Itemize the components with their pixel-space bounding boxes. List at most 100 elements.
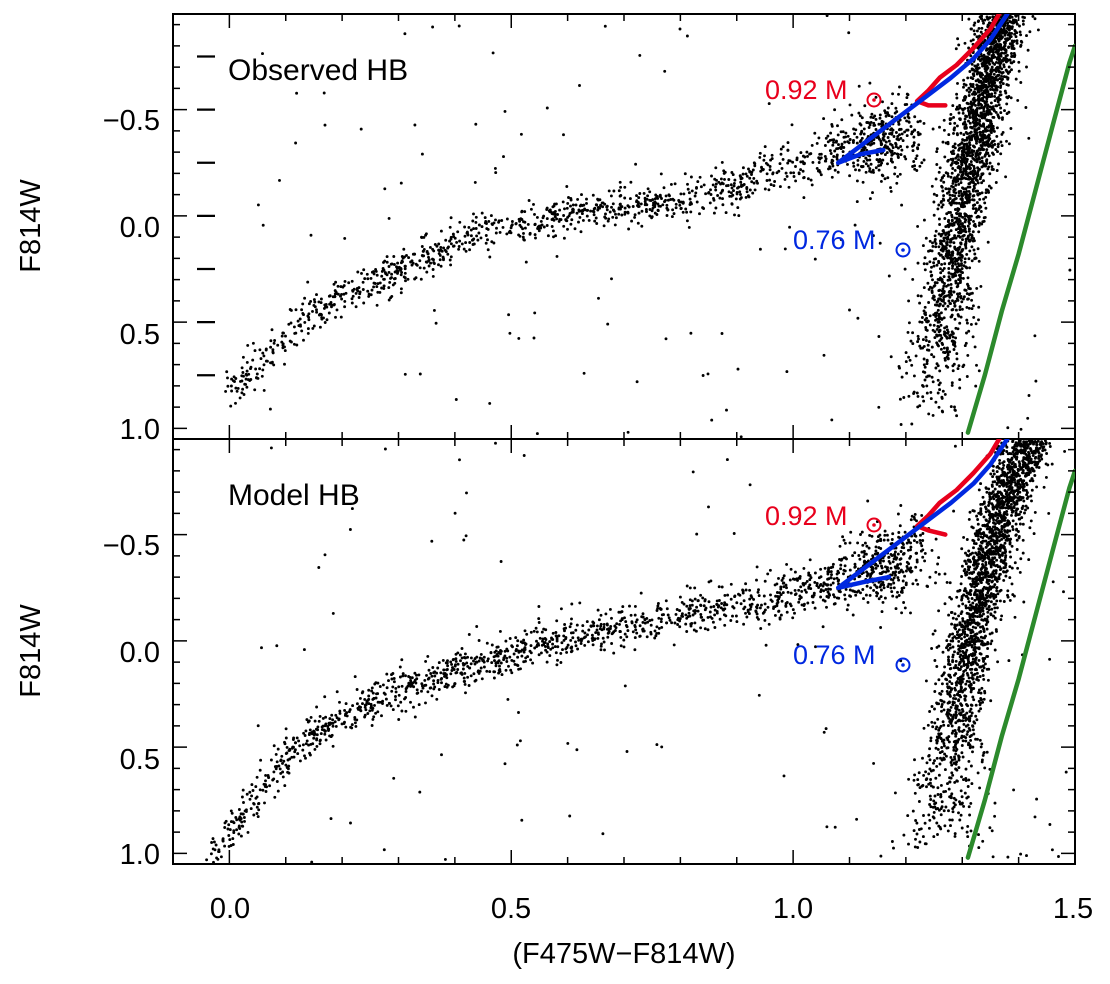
star-point — [599, 644, 603, 648]
star-point — [979, 15, 983, 19]
star-point — [893, 166, 897, 169]
star-point — [234, 401, 237, 405]
star-point — [305, 718, 309, 722]
star-point — [905, 134, 909, 138]
star-point — [994, 50, 998, 54]
star-point — [403, 271, 407, 275]
star-point — [640, 209, 644, 213]
star-point — [398, 675, 402, 679]
star-point — [877, 405, 881, 409]
star-point — [842, 568, 846, 572]
star-point — [587, 218, 591, 222]
star-point — [823, 599, 827, 603]
star-point — [404, 709, 408, 713]
star-point — [270, 361, 274, 365]
star-point — [315, 705, 319, 709]
star-point — [576, 647, 580, 651]
star-point — [940, 184, 944, 188]
star-point — [1003, 40, 1007, 44]
star-point — [301, 311, 305, 315]
star-point — [524, 260, 528, 264]
star-point — [301, 743, 305, 747]
star-point — [246, 343, 250, 347]
star-point — [467, 225, 471, 229]
star-point — [939, 271, 943, 275]
star-point — [983, 115, 987, 118]
star-point — [602, 627, 606, 631]
star-point — [574, 640, 577, 644]
star-point — [961, 234, 965, 238]
star-point — [952, 127, 956, 131]
star-point — [977, 127, 981, 130]
star-point — [492, 241, 496, 245]
star-point — [848, 103, 852, 107]
star-point — [382, 287, 386, 290]
star-point — [261, 52, 264, 56]
star-point — [474, 227, 478, 230]
star-point — [964, 341, 968, 345]
star-point — [399, 700, 403, 704]
star-point — [351, 704, 355, 708]
star-point — [262, 354, 266, 358]
star-point — [298, 317, 302, 321]
star-point — [997, 46, 1001, 49]
star-point — [209, 852, 213, 856]
star-point — [990, 107, 994, 111]
star-point — [545, 660, 549, 664]
star-point — [942, 284, 946, 288]
star-point — [896, 146, 900, 150]
star-point — [469, 674, 473, 678]
star-point — [840, 118, 844, 122]
star-point — [736, 367, 740, 371]
star-point — [994, 60, 998, 64]
star-point — [967, 329, 971, 333]
star-point — [392, 677, 396, 680]
star-point — [900, 203, 904, 207]
star-point — [949, 282, 953, 286]
star-point — [943, 155, 947, 159]
star-point — [763, 154, 766, 158]
star-point — [804, 590, 808, 594]
star-point — [744, 172, 748, 176]
star-point — [946, 304, 950, 308]
star-point — [817, 161, 821, 164]
star-point — [732, 189, 735, 193]
star-point — [591, 193, 595, 197]
star-point — [925, 391, 929, 395]
star-point — [268, 407, 272, 411]
star-point — [897, 92, 900, 96]
star-point — [500, 219, 504, 222]
star-point — [334, 724, 338, 728]
star-point — [424, 659, 428, 663]
star-point — [633, 624, 637, 627]
star-point — [956, 133, 959, 137]
star-point — [974, 103, 977, 107]
star-point — [819, 588, 823, 592]
star-point — [390, 272, 394, 276]
star-point — [392, 263, 396, 266]
star-point — [884, 140, 888, 144]
star-point — [973, 110, 977, 114]
star-point — [957, 223, 961, 227]
star-point — [878, 241, 882, 245]
sun-symbol-dot — [872, 98, 876, 102]
star-point — [537, 653, 541, 657]
star-point — [832, 155, 836, 158]
star-point — [782, 581, 786, 585]
star-point — [989, 112, 993, 116]
star-point — [964, 131, 968, 134]
star-point — [255, 775, 259, 779]
star-point — [594, 216, 598, 220]
star-point — [966, 174, 970, 178]
star-point — [993, 81, 997, 85]
star-point — [283, 784, 287, 788]
star-point — [898, 85, 901, 89]
star-point — [505, 647, 509, 651]
star-point — [872, 121, 876, 125]
star-point — [366, 712, 370, 715]
star-point — [605, 627, 609, 631]
star-point — [916, 147, 920, 151]
star-point — [930, 265, 933, 269]
star-point — [517, 217, 521, 221]
star-point — [945, 241, 948, 245]
